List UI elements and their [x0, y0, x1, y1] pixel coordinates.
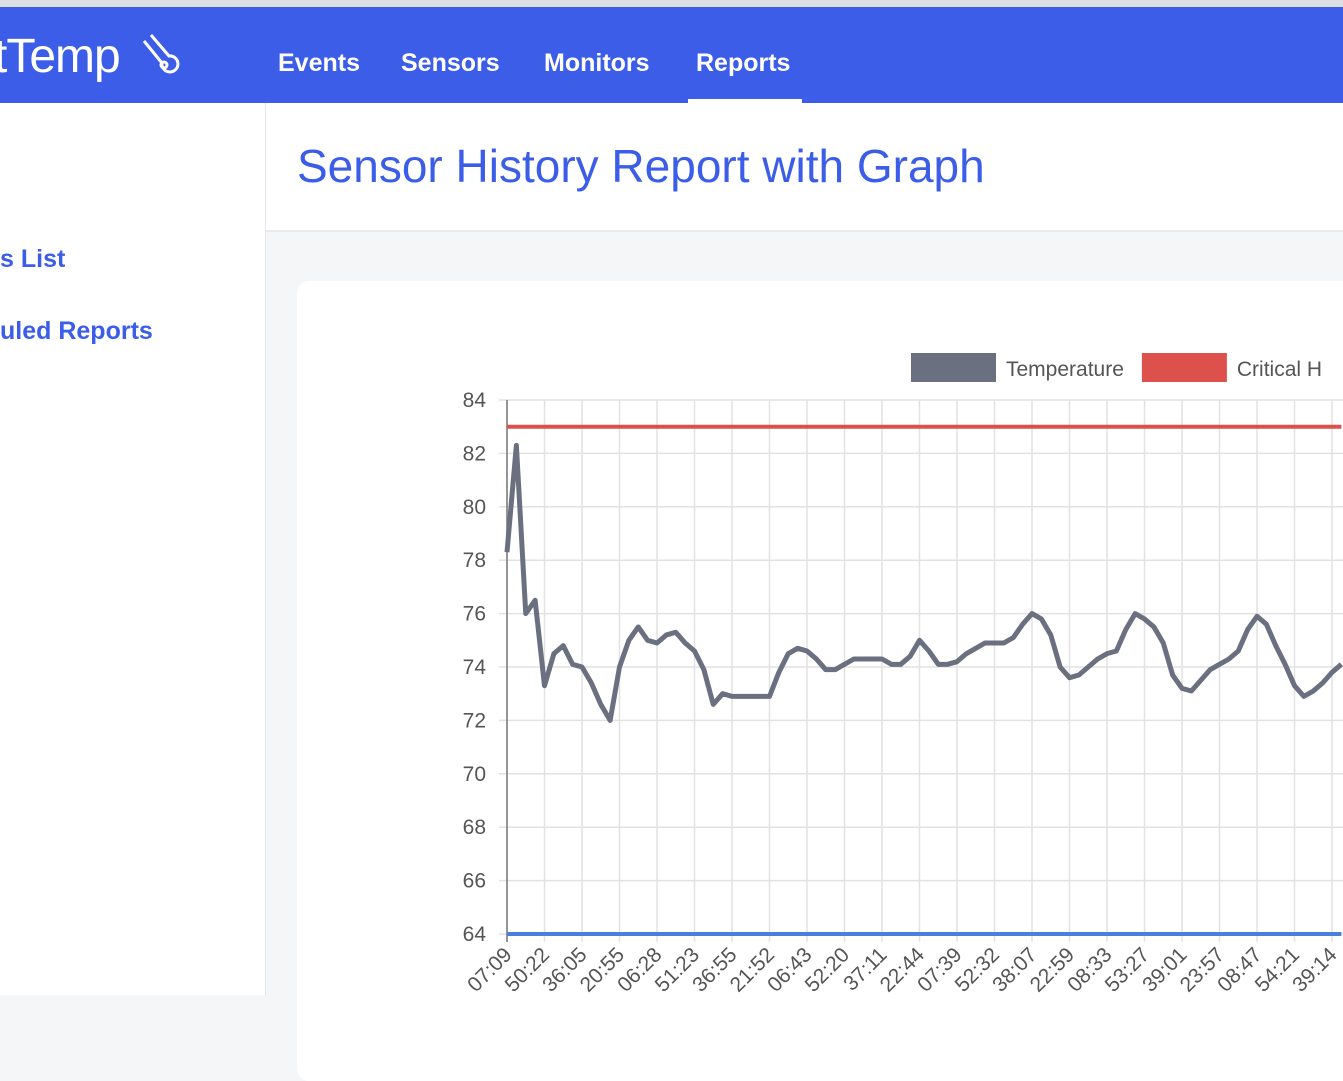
y-tick-label: 76 — [463, 603, 486, 626]
legend-swatch — [1141, 353, 1227, 382]
legend-label: Temperature — [1006, 358, 1124, 381]
y-tick-label: 66 — [463, 870, 486, 893]
y-tick-label: 64 — [463, 923, 487, 946]
legend-swatch — [911, 353, 996, 382]
sidebar-link[interactable]: s List — [0, 245, 66, 273]
sidebar-link[interactable]: uled Reports — [0, 317, 153, 345]
nav-item[interactable]: Monitors — [544, 49, 650, 77]
chart: 646668707274767880828407:0950:2236:0520:… — [463, 353, 1343, 995]
active-indicator — [688, 99, 802, 103]
y-tick-label: 68 — [463, 816, 486, 839]
page-title: Sensor History Report with Graph — [297, 140, 985, 192]
page-header: Sensor History Report with Graph — [266, 103, 1343, 232]
y-tick-label: 78 — [463, 549, 486, 572]
legend-label: Critical H — [1237, 358, 1322, 381]
y-tick-label: 72 — [463, 709, 486, 732]
nav-item[interactable]: Sensors — [401, 49, 500, 77]
page: tTemp Events Sensors Monitors Reports s … — [0, 0, 1343, 995]
y-tick-label: 84 — [463, 389, 487, 412]
y-tick-label: 82 — [463, 442, 486, 465]
nav-item[interactable]: Events — [278, 49, 360, 77]
sidebar: s List uled Reports — [0, 103, 266, 995]
logo[interactable]: tTemp — [0, 30, 121, 83]
y-tick-label: 80 — [463, 496, 486, 519]
chart-card — [297, 281, 1343, 1081]
top-border — [0, 0, 1343, 7]
series-line — [504, 442, 1343, 723]
x-tick-label: 39:14 — [1288, 943, 1342, 995]
nav-item[interactable]: Reports — [696, 49, 791, 77]
y-tick-label: 74 — [463, 656, 487, 679]
logo-icon — [142, 34, 180, 74]
y-tick-label: 70 — [463, 763, 486, 786]
nav-bar: tTemp Events Sensors Monitors Reports — [0, 7, 1343, 103]
